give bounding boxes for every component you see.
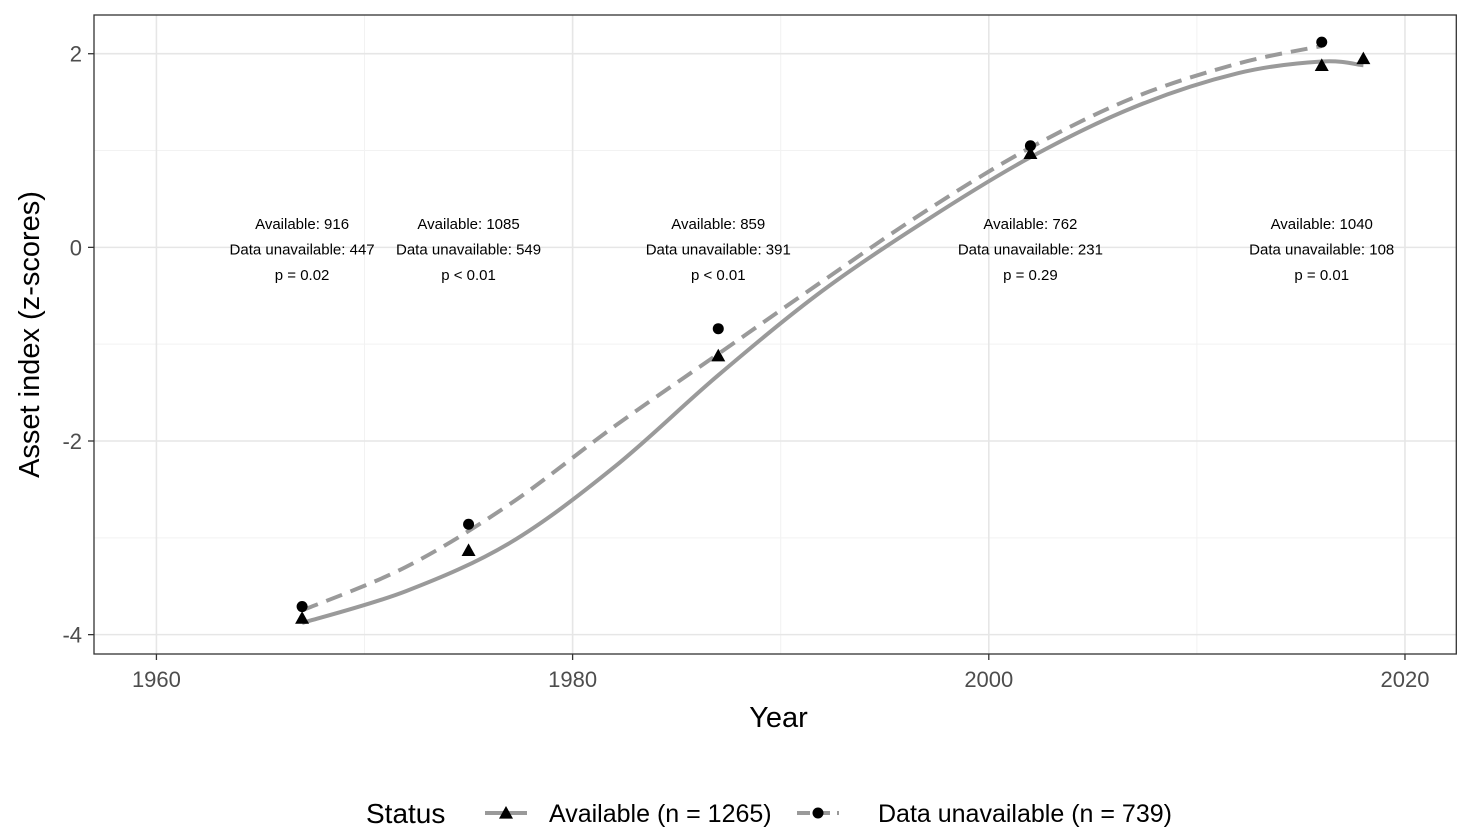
point-data-unavailable	[296, 601, 308, 613]
annotation-line: p = 0.02	[275, 267, 330, 284]
annotation-line: p < 0.01	[441, 267, 496, 284]
point-available	[1356, 51, 1371, 65]
annotation-line: p = 0.29	[1003, 267, 1058, 284]
legend-key-circle-icon	[812, 807, 824, 819]
annotation-line: Data unavailable: 549	[396, 242, 541, 259]
x-tick-label: 2020	[1381, 667, 1430, 692]
fit-line-data-unavailable	[301, 44, 1323, 613]
point-available	[461, 543, 476, 557]
annotation-line: Data unavailable: 231	[958, 242, 1103, 259]
legend-label: Available (n = 1265)	[549, 800, 772, 828]
annotation-line: Data unavailable: 108	[1249, 242, 1394, 259]
y-tick-label: -2	[62, 429, 82, 454]
legend-title: Status	[366, 798, 445, 829]
point-data-unavailable	[1024, 140, 1036, 152]
axis-ticks: 1960 1980 2000 2020 -4 -2 0 2	[62, 42, 1429, 692]
point-data-unavailable	[712, 323, 724, 335]
annotation-line: Available: 916	[255, 216, 349, 233]
y-tick-label: 2	[70, 42, 82, 67]
annotations: Available: 916 Data unavailable: 447 p = 0…	[230, 216, 1395, 284]
fit-lines	[301, 44, 1364, 625]
point-available	[1023, 146, 1038, 160]
x-tick-label: 1980	[548, 667, 597, 692]
point-available	[1314, 58, 1329, 71]
annotation-line: Data unavailable: 447	[230, 242, 375, 259]
fit-line-available	[301, 59, 1364, 625]
annotation-line: Available: 762	[983, 216, 1077, 233]
point-available	[295, 611, 310, 624]
data-points	[295, 36, 1371, 624]
annotation-line: Available: 1085	[417, 216, 519, 233]
point-available	[711, 348, 726, 362]
point-data-unavailable	[463, 518, 475, 530]
y-tick-label: -4	[62, 623, 82, 648]
legend-key-triangle-icon	[499, 806, 513, 819]
y-tick-label: 0	[70, 235, 82, 260]
annotation-line: p = 0.01	[1294, 267, 1349, 284]
legend: Status Available (n = 1265) Data unavaila…	[366, 798, 1172, 829]
point-data-unavailable	[1316, 36, 1328, 48]
y-axis-title: Asset index (z-scores)	[14, 191, 46, 478]
annotation-line: Available: 1040	[1271, 216, 1373, 233]
plot-panel-border	[93, 14, 1457, 655]
x-tick-label: 1960	[132, 667, 181, 692]
annotation-line: p < 0.01	[691, 267, 746, 284]
gridlines	[94, 15, 1457, 654]
legend-label: Data unavailable (n = 739)	[878, 800, 1172, 828]
x-tick-label: 2000	[964, 667, 1013, 692]
annotation-line: Available: 859	[671, 216, 765, 233]
annotation-line: Data unavailable: 391	[646, 242, 791, 259]
x-axis-title: Year	[749, 702, 808, 734]
